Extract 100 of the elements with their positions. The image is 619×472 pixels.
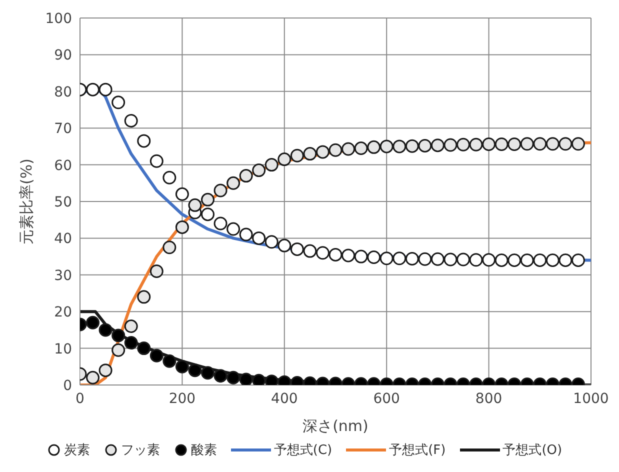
point <box>175 360 189 374</box>
point <box>533 137 547 151</box>
legend-label: フッ素 <box>120 442 160 459</box>
point <box>342 248 356 262</box>
point <box>214 369 228 383</box>
point <box>469 253 483 267</box>
y-tick-label: 80 <box>54 84 72 100</box>
point <box>546 253 560 267</box>
point <box>150 348 164 362</box>
point <box>558 253 572 267</box>
point <box>392 140 406 154</box>
legend-label: 酸素 <box>190 442 217 459</box>
point <box>354 250 368 264</box>
y-tick-label: 70 <box>54 121 72 138</box>
y-tick-label: 40 <box>54 231 72 248</box>
point <box>290 148 304 162</box>
point <box>86 316 100 330</box>
point <box>86 82 100 96</box>
point <box>290 242 304 256</box>
x-tick-label: 400 <box>271 390 298 407</box>
y-axis-title: 元素比率(%) <box>17 158 36 244</box>
y-tick-label: 90 <box>54 48 72 64</box>
point <box>98 364 112 378</box>
point <box>201 192 214 206</box>
point <box>252 374 266 385</box>
point <box>162 240 176 254</box>
point <box>405 252 419 266</box>
point <box>112 328 126 342</box>
x-tick-label: 1000 <box>573 390 609 407</box>
point <box>405 139 419 153</box>
point <box>418 138 432 152</box>
point <box>482 138 496 151</box>
point <box>137 134 151 148</box>
point <box>150 264 164 278</box>
point <box>430 252 444 266</box>
y-tick-label: 60 <box>54 158 72 174</box>
point <box>278 152 292 166</box>
point <box>367 250 381 264</box>
point <box>201 208 214 222</box>
x-axis-title: 深さ(nm) <box>302 417 368 435</box>
point <box>354 142 368 156</box>
point <box>214 184 228 198</box>
point <box>252 231 266 245</box>
point <box>456 138 470 152</box>
point <box>508 138 522 151</box>
y-tick-label: 100 <box>45 10 72 27</box>
point <box>380 140 394 154</box>
point <box>264 158 278 172</box>
point <box>278 238 292 252</box>
point <box>112 343 126 357</box>
point <box>124 336 138 350</box>
point <box>508 253 522 267</box>
point <box>430 138 444 152</box>
point <box>98 323 112 337</box>
point <box>520 137 534 151</box>
legend-label: 予想式(C) <box>274 442 332 459</box>
point <box>239 169 253 183</box>
point <box>137 290 151 304</box>
point <box>86 370 100 384</box>
point <box>444 252 458 266</box>
point <box>124 320 138 334</box>
point <box>175 187 189 201</box>
point <box>456 252 470 266</box>
point <box>571 137 585 151</box>
x-tick-label: 200 <box>168 390 196 407</box>
point <box>124 114 138 128</box>
point <box>226 222 240 236</box>
point <box>239 228 253 242</box>
x-tick-label: 600 <box>373 390 400 407</box>
point <box>494 138 508 151</box>
point <box>380 252 394 266</box>
point <box>175 220 189 234</box>
point <box>444 138 458 152</box>
legend-label: 炭素 <box>64 442 90 459</box>
y-tick-label: 0 <box>63 378 72 394</box>
point <box>252 164 266 178</box>
point <box>201 366 214 380</box>
point <box>316 246 330 260</box>
point <box>162 354 176 368</box>
point <box>150 154 164 168</box>
point <box>112 96 126 110</box>
point <box>328 143 342 157</box>
point <box>162 170 176 184</box>
x-tick-label: 0 <box>76 390 84 407</box>
point <box>520 253 534 267</box>
point <box>226 176 240 190</box>
point <box>418 252 432 266</box>
point <box>188 364 202 378</box>
point <box>214 216 228 230</box>
legend-label: 予想式(F) <box>389 442 446 459</box>
point <box>239 372 253 385</box>
legend-label: 予想式(O) <box>502 442 562 459</box>
point <box>226 370 240 384</box>
y-tick-label: 20 <box>54 304 72 321</box>
point <box>98 82 112 96</box>
point <box>303 244 317 258</box>
point <box>482 253 496 267</box>
y-tick-label: 50 <box>54 194 72 210</box>
y-tick-label: 10 <box>54 341 72 358</box>
point <box>494 253 508 267</box>
